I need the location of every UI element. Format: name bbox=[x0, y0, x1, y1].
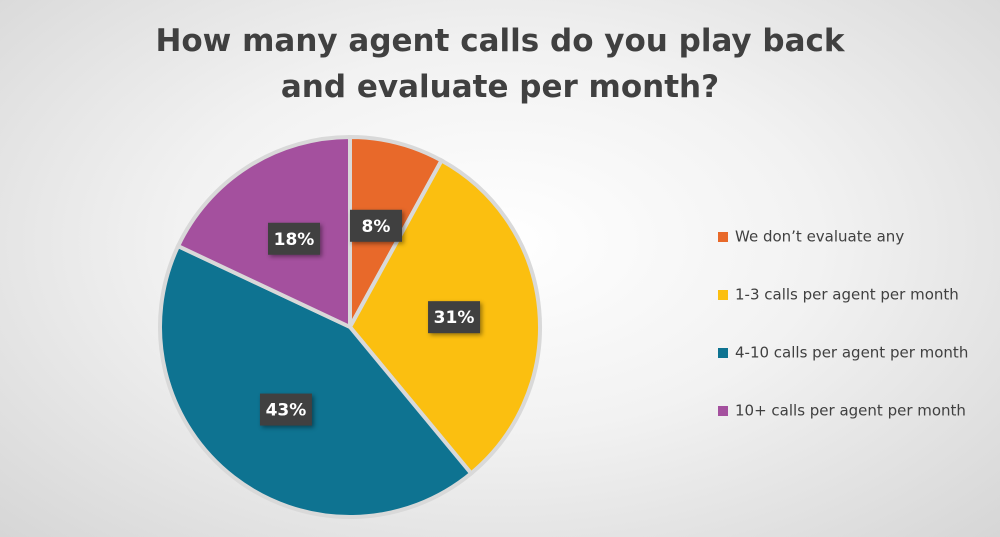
legend-label: 1-3 calls per agent per month bbox=[735, 286, 959, 304]
pie-slice bbox=[158, 243, 474, 519]
data-label-text: 43% bbox=[266, 401, 307, 421]
data-label-box bbox=[268, 222, 321, 255]
data-label-text: 31% bbox=[434, 308, 475, 328]
data-label: 18% bbox=[268, 222, 321, 255]
legend-label: 4-10 calls per agent per month bbox=[735, 344, 968, 362]
legend-marker bbox=[718, 290, 728, 300]
data-label-box bbox=[259, 393, 312, 426]
legend-marker bbox=[718, 406, 728, 416]
data-label-box bbox=[428, 301, 481, 334]
data-label: 8% bbox=[349, 209, 402, 242]
data-label-text: 18% bbox=[274, 230, 315, 250]
legend-label: 10+ calls per agent per month bbox=[735, 402, 966, 420]
data-label: 31% bbox=[428, 301, 481, 334]
pie-slice bbox=[175, 134, 352, 331]
legend-label: We don’t evaluate any bbox=[735, 228, 904, 246]
data-label-text: 8% bbox=[362, 217, 391, 237]
data-label-box bbox=[349, 209, 402, 242]
legend-marker bbox=[718, 232, 728, 242]
chart-title: How many agent calls do you play back an… bbox=[155, 23, 845, 105]
legend-marker bbox=[718, 348, 728, 358]
data-label: 43% bbox=[259, 393, 312, 426]
